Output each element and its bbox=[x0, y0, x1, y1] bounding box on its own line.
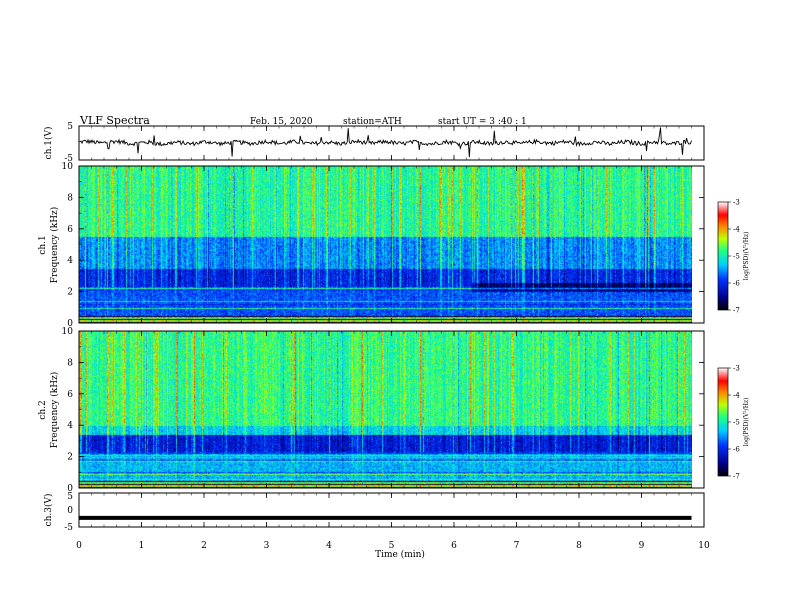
figure-title: VLF Spectra bbox=[79, 114, 150, 127]
x-tick-label: 8 bbox=[576, 541, 582, 551]
x-tick-label: 5 bbox=[389, 541, 395, 551]
ch3-ytick-5: 5 bbox=[67, 492, 73, 502]
x-axis: 0 1 2 3 4 5 6 7 8 9 10 bbox=[76, 126, 710, 551]
ch1-trace-group bbox=[78, 127, 692, 158]
ch1-waveform-panel: 5 -5 ch.1(V) bbox=[43, 122, 705, 164]
ch2-spectrogram-panel: 0 2 4 6 8 10 ch.2 Frequency (kHz) bbox=[38, 327, 705, 494]
x-tick-label: 9 bbox=[639, 541, 645, 551]
x-tick-label: 7 bbox=[514, 541, 520, 551]
ch1-colorbar-ticks: -3 -4 -5 -6 -7 bbox=[728, 199, 740, 315]
colorbar-tick-label: -3 bbox=[733, 365, 740, 373]
spec-ytick-label: 10 bbox=[62, 162, 74, 172]
colorbar-tick-label: -3 bbox=[733, 199, 740, 207]
colorbar-tick-label: -6 bbox=[733, 280, 740, 288]
colorbar-tick-label: -6 bbox=[733, 446, 740, 454]
x-tick-label: 10 bbox=[698, 541, 710, 551]
x-tick-label: 2 bbox=[201, 541, 207, 551]
ch1-spectrogram-image bbox=[79, 166, 692, 323]
ch1-colorbar-label: log(PSD)(V²/Hz) bbox=[743, 232, 750, 281]
spec-ytick-label: 2 bbox=[67, 288, 73, 298]
station-label: station=ATH bbox=[343, 117, 402, 127]
colorbar-tick-label: -5 bbox=[733, 253, 740, 261]
ch2-colorbar-label: log(PSD)(V²/Hz) bbox=[743, 398, 750, 447]
spec-ytick-label: 4 bbox=[67, 256, 73, 266]
ch1-spectrogram-panel: 0 2 4 6 8 10 ch.1 Frequency (kHz) bbox=[38, 162, 705, 329]
colorbar-tick-label: -7 bbox=[733, 473, 740, 481]
x-tick-label: 1 bbox=[139, 541, 145, 551]
spec-ytick-label: 4 bbox=[67, 421, 73, 431]
ch1-colorbar-gradient bbox=[718, 202, 728, 310]
ch3-waveform-panel: 5 0 -5 ch.3(V) bbox=[43, 492, 705, 533]
x-tick-label: 6 bbox=[451, 541, 457, 551]
ch2-spec-ylabel: ch.2 bbox=[38, 400, 48, 419]
spec-ytick-label: 6 bbox=[67, 390, 73, 400]
ch1-spec-freq-label: Frequency (kHz) bbox=[49, 207, 60, 284]
spec-ytick-label: 6 bbox=[67, 225, 73, 235]
start-time-label: start UT = 3 :40 : 1 bbox=[438, 117, 527, 127]
x-tick-label: 3 bbox=[264, 541, 270, 551]
ch1-colorbar: -3 -4 -5 -6 -7 log(PSD)(V²/Hz) bbox=[717, 199, 750, 315]
ch2-colorbar-gradient bbox=[718, 368, 728, 476]
ch3-ytick-neg5: -5 bbox=[64, 523, 73, 533]
spec-ytick-label: 10 bbox=[62, 327, 74, 337]
colorbar-tick-label: -7 bbox=[733, 307, 740, 315]
ch1-ylabel: ch.1(V) bbox=[43, 127, 54, 160]
ch2-spectrogram-image bbox=[79, 331, 692, 488]
ch2-spec-yticks: 0 2 4 6 8 10 bbox=[62, 327, 704, 494]
ch1-ytick-neg5: -5 bbox=[64, 154, 73, 164]
spec-ytick-label: 0 bbox=[67, 484, 73, 494]
colorbar-tick-label: -4 bbox=[733, 392, 740, 400]
ch1-spec-yticks: 0 2 4 6 8 10 bbox=[62, 162, 704, 329]
ch3-frame bbox=[78, 492, 705, 528]
x-tick-label: 0 bbox=[76, 541, 82, 551]
spec-ytick-label: 8 bbox=[67, 358, 73, 368]
spec-ytick-label: 2 bbox=[67, 453, 73, 463]
colorbar-tick-label: -4 bbox=[733, 226, 740, 234]
ch1-spec-ylabel: ch.1 bbox=[38, 235, 48, 254]
ch2-colorbar-ticks: -3 -4 -5 -6 -7 bbox=[728, 365, 740, 481]
ch1-ytick-5: 5 bbox=[67, 122, 73, 132]
ch3-ylabel: ch.3(V) bbox=[43, 494, 54, 527]
ch2-spec-freq-label: Frequency (kHz) bbox=[49, 372, 60, 449]
ch3-ytick-0: 0 bbox=[67, 506, 73, 516]
ch2-colorbar: -3 -4 -5 -6 -7 log(PSD)(V²/Hz) bbox=[717, 365, 750, 481]
spec-ytick-label: 8 bbox=[67, 193, 73, 203]
date-label: Feb. 15, 2020 bbox=[250, 117, 313, 127]
x-tick-label: 4 bbox=[326, 541, 332, 551]
x-axis-label: Time (min) bbox=[375, 549, 425, 560]
ch1-trace-line bbox=[78, 127, 692, 158]
spec-ytick-label: 0 bbox=[67, 319, 73, 329]
colorbar-tick-label: -5 bbox=[733, 419, 740, 427]
